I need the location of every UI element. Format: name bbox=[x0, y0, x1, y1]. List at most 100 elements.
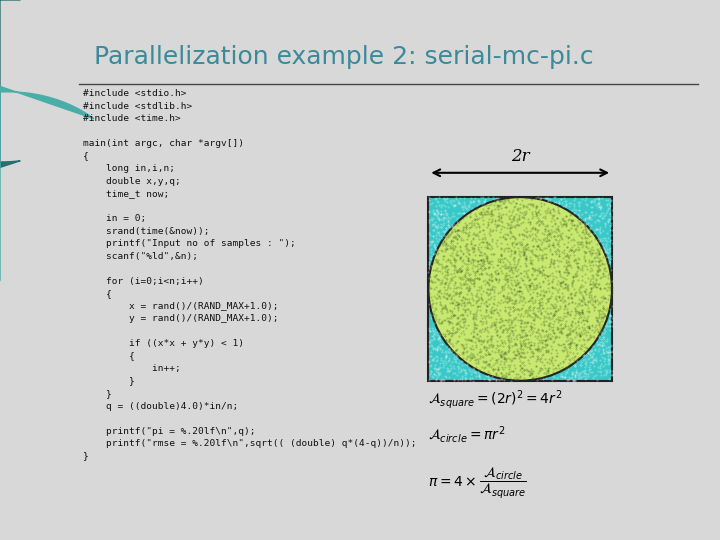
Point bbox=[432, 256, 444, 265]
Point bbox=[532, 234, 544, 243]
Point bbox=[483, 350, 495, 359]
Point bbox=[567, 369, 579, 377]
Point bbox=[521, 312, 533, 320]
Point bbox=[499, 315, 510, 324]
Point bbox=[533, 279, 544, 287]
Point bbox=[502, 275, 513, 284]
Point bbox=[491, 328, 503, 336]
Point bbox=[468, 325, 480, 333]
Point bbox=[564, 309, 575, 318]
Point bbox=[503, 198, 515, 206]
Point bbox=[531, 372, 542, 381]
Point bbox=[578, 339, 590, 348]
Point bbox=[498, 292, 509, 301]
Point bbox=[554, 321, 566, 329]
Point bbox=[535, 201, 546, 210]
Point bbox=[520, 267, 531, 275]
Point bbox=[436, 309, 448, 318]
Point bbox=[598, 312, 609, 321]
Point bbox=[499, 273, 510, 281]
Point bbox=[480, 346, 492, 355]
Point bbox=[446, 249, 458, 258]
Point bbox=[434, 340, 446, 348]
Point bbox=[597, 243, 608, 252]
Point bbox=[599, 322, 611, 330]
Point bbox=[553, 226, 564, 235]
Point bbox=[462, 283, 473, 292]
Point bbox=[572, 271, 583, 280]
Point bbox=[436, 210, 447, 219]
Point bbox=[558, 219, 570, 228]
Point bbox=[433, 234, 444, 243]
Point bbox=[433, 369, 445, 378]
Point bbox=[500, 235, 511, 244]
Point bbox=[526, 322, 537, 330]
Point bbox=[441, 265, 453, 274]
Point bbox=[593, 257, 605, 266]
Point bbox=[471, 354, 482, 363]
Point bbox=[575, 280, 587, 289]
Point bbox=[547, 240, 559, 249]
Point bbox=[541, 250, 552, 259]
Point bbox=[467, 333, 479, 341]
Point bbox=[550, 228, 562, 237]
Point bbox=[518, 357, 529, 366]
Point bbox=[561, 220, 572, 229]
Point bbox=[604, 351, 616, 360]
Point bbox=[448, 290, 459, 299]
Point bbox=[583, 232, 595, 240]
Point bbox=[513, 211, 525, 219]
Point bbox=[438, 376, 450, 384]
Point bbox=[455, 235, 467, 244]
Point bbox=[559, 245, 570, 254]
Point bbox=[600, 235, 611, 244]
Point bbox=[580, 361, 591, 369]
Point bbox=[526, 210, 538, 218]
Point bbox=[544, 359, 555, 367]
Point bbox=[604, 202, 616, 211]
Point bbox=[499, 230, 510, 239]
Point bbox=[434, 363, 446, 372]
Point bbox=[531, 327, 543, 336]
Point bbox=[547, 271, 559, 280]
Point bbox=[590, 235, 601, 244]
Point bbox=[577, 367, 589, 375]
Point bbox=[456, 374, 467, 382]
Point bbox=[518, 374, 530, 383]
Point bbox=[497, 254, 508, 263]
Point bbox=[522, 215, 534, 224]
Point bbox=[467, 234, 479, 243]
Point bbox=[585, 284, 597, 292]
Point bbox=[543, 279, 554, 287]
Point bbox=[604, 209, 616, 218]
Point bbox=[547, 326, 559, 334]
Point bbox=[598, 294, 610, 302]
Point bbox=[513, 230, 525, 238]
Point bbox=[583, 288, 595, 297]
Point bbox=[483, 300, 495, 309]
Point bbox=[462, 286, 474, 295]
Point bbox=[537, 326, 549, 335]
Point bbox=[589, 218, 600, 226]
Point bbox=[479, 207, 490, 216]
Point bbox=[442, 283, 454, 292]
Point bbox=[603, 342, 615, 351]
Point bbox=[440, 262, 451, 271]
Point bbox=[594, 284, 606, 292]
Point bbox=[562, 285, 573, 293]
Point bbox=[491, 300, 503, 309]
Point bbox=[535, 287, 546, 295]
Point bbox=[466, 369, 477, 378]
Point bbox=[490, 282, 501, 291]
Point bbox=[595, 273, 606, 282]
Point bbox=[446, 292, 458, 301]
Point bbox=[442, 232, 454, 240]
Point bbox=[461, 251, 472, 260]
Point bbox=[475, 270, 487, 279]
Point bbox=[492, 221, 503, 230]
Point bbox=[542, 367, 554, 375]
Point bbox=[434, 336, 446, 345]
Point bbox=[511, 238, 523, 247]
Point bbox=[455, 328, 467, 337]
Point bbox=[538, 213, 549, 222]
